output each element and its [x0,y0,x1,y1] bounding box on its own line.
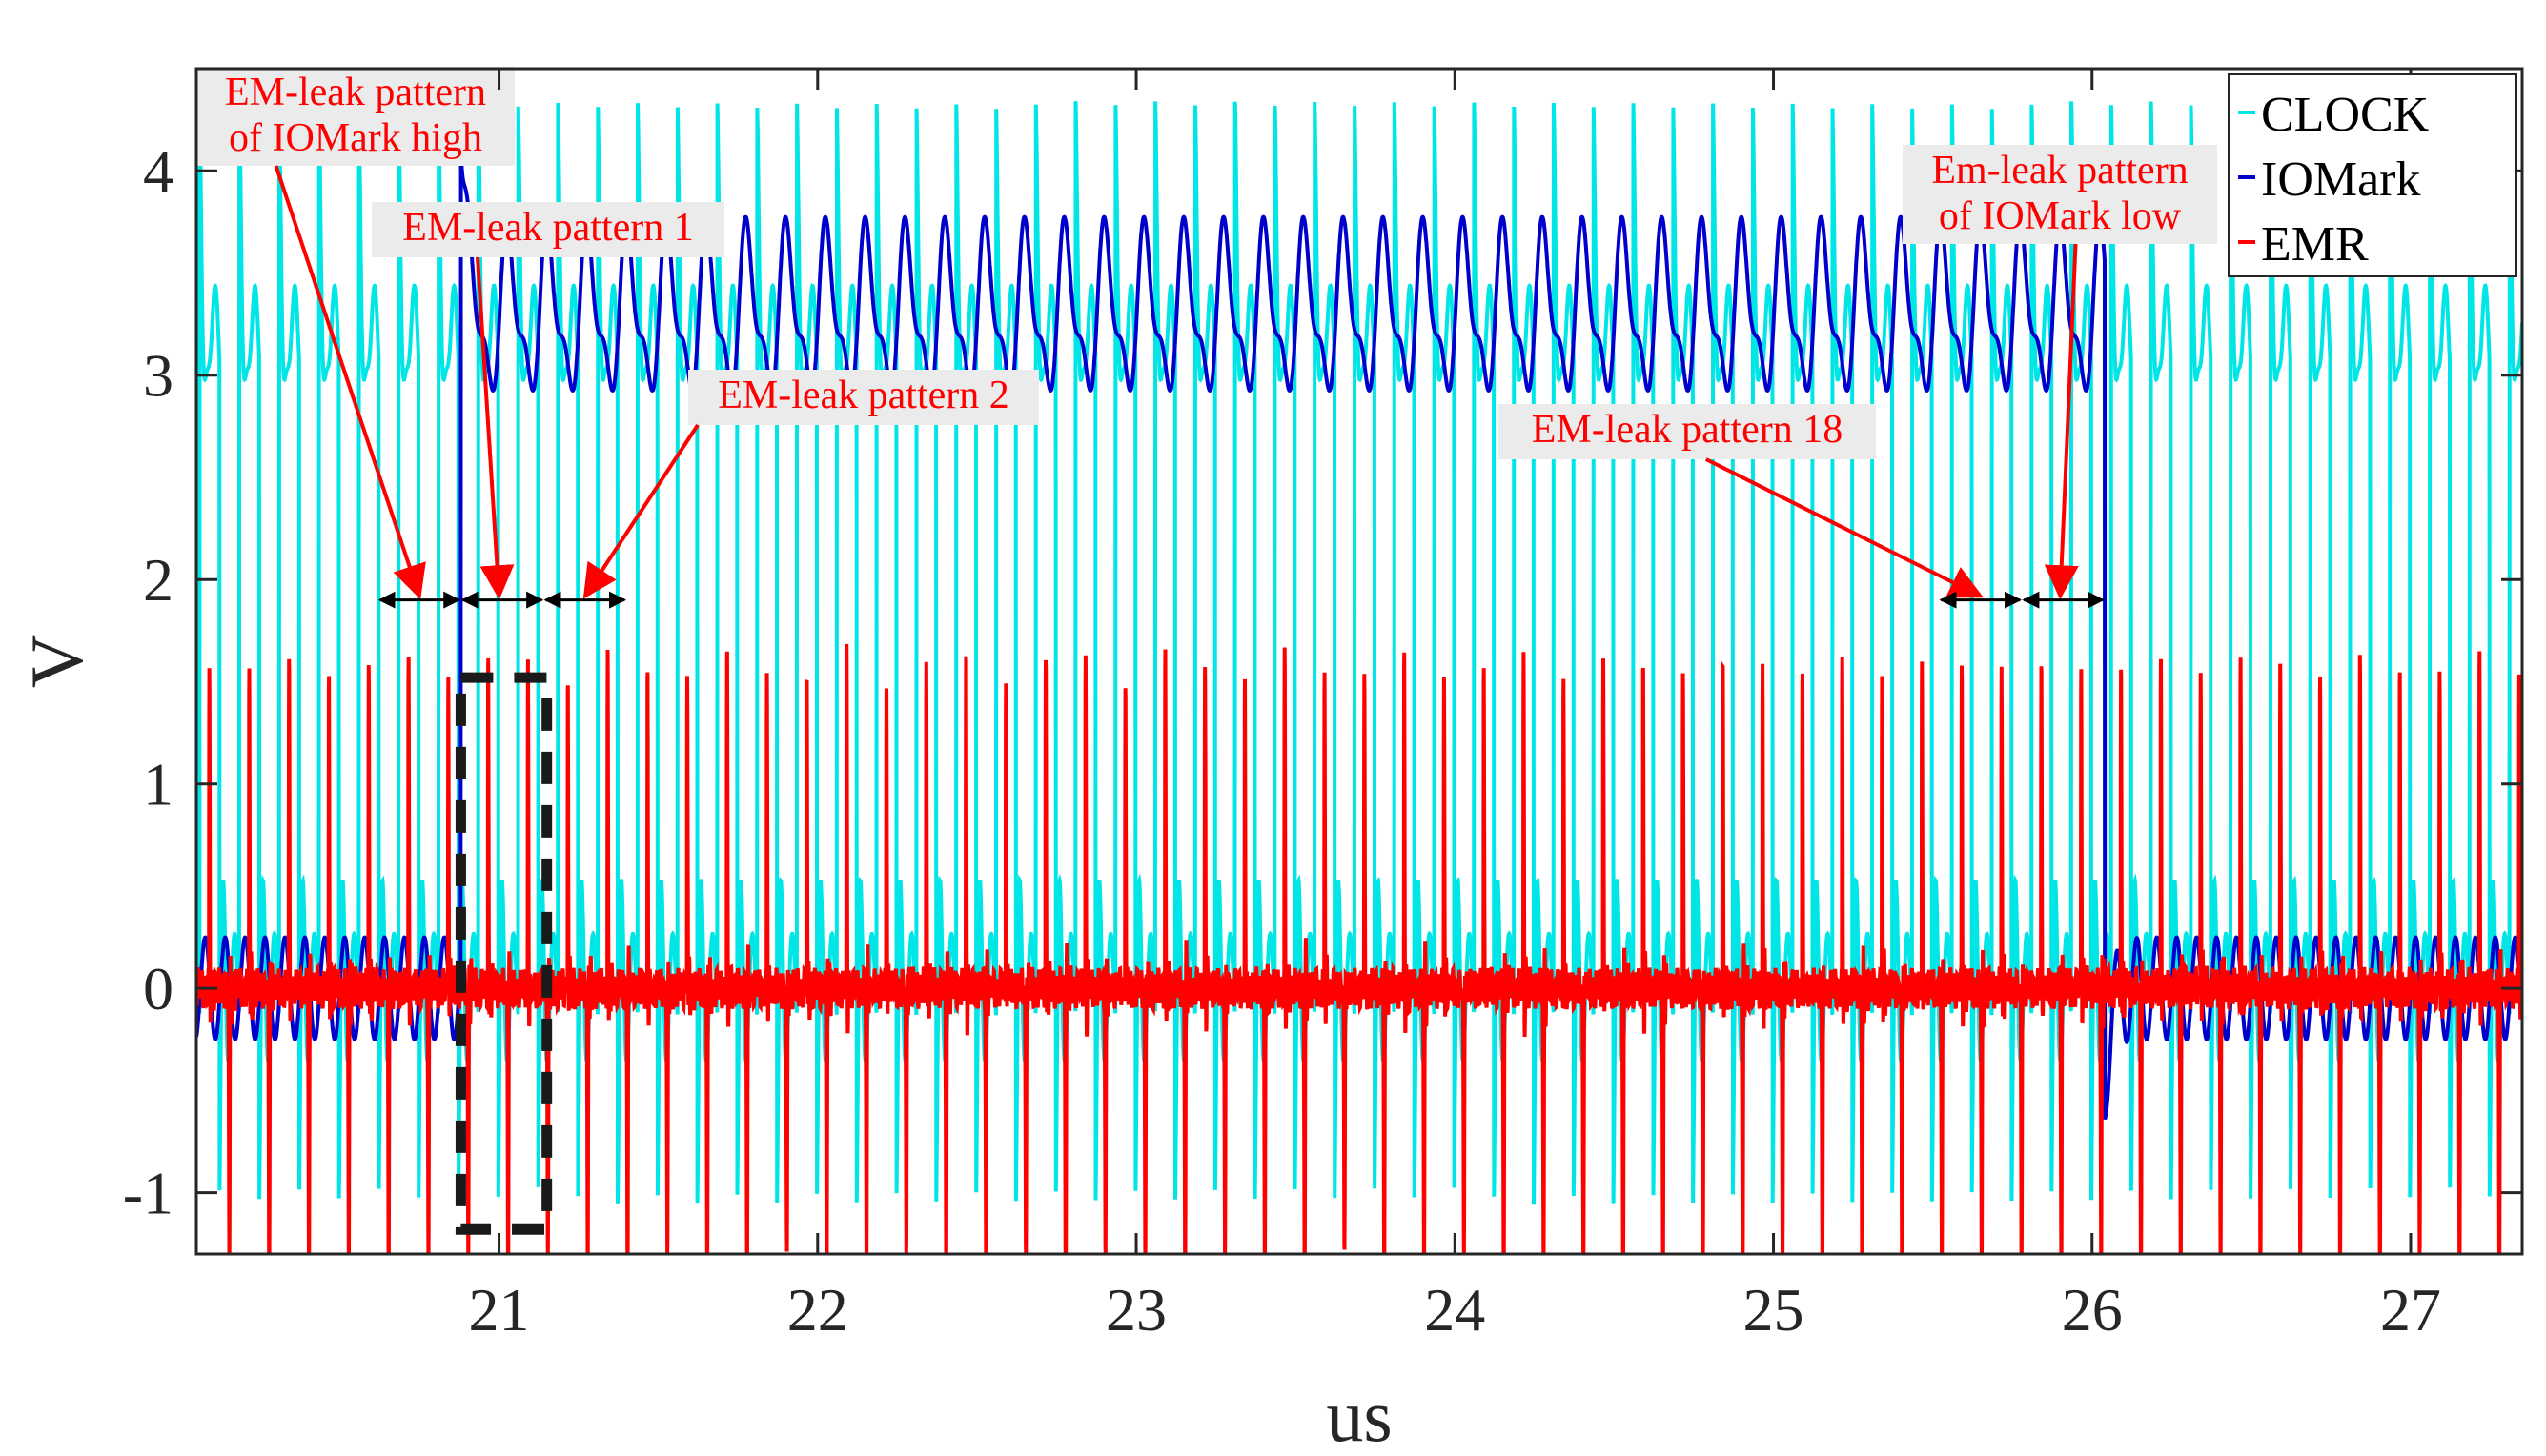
annotation-text: EM-leak pattern 1 [402,206,694,250]
y-tick-label: 2 [143,546,173,614]
legend-label-iomark: IOMark [2261,152,2421,207]
annotation-pattern-18: EM-leak pattern 18 [1498,404,2023,609]
legend: CLOCK IOMark EMR [2228,73,2517,277]
legend-item-emr: EMR [2238,217,2369,272]
legend-item-clock: CLOCK [2238,88,2430,142]
y-tick-label: -1 [123,1160,173,1227]
annotation-arrow [274,165,426,600]
legend-label-emr: EMR [2261,217,2369,272]
x-tick-label: 24 [1424,1276,1485,1344]
annotation-pattern-1: EM-leak pattern 1 [372,202,724,609]
annotation-text: EM-leak pattern 2 [718,374,1009,417]
y-tick-label: 0 [143,955,173,1022]
annotation-text: EM-leak pattern 18 [1532,408,1843,452]
legend-box [2228,73,2517,277]
x-tick-label: 26 [2062,1276,2123,1344]
x-axis-label: us [1326,1374,1392,1456]
annotation-text: of IOMark high [229,116,482,160]
x-tick-label: 21 [469,1276,530,1344]
plot-background [196,69,2522,1254]
legend-label-clock: CLOCK [2261,88,2430,142]
legend-item-iomark: IOMark [2238,152,2421,207]
annotation-box [1903,145,2217,244]
y-tick-label: 4 [143,137,173,205]
plot-frame [194,67,2524,1256]
x-tick-label: 27 [2380,1276,2441,1344]
x-tick-label: 23 [1106,1276,1167,1344]
annotation-arrow [2044,243,2079,600]
x-tick-label: 25 [1743,1276,1804,1344]
y-tick-label: 1 [143,751,173,819]
annotation-box [196,67,515,166]
x-tick-labels: 21 22 23 24 25 26 27 [469,1276,2441,1344]
y-tick-label: 3 [143,342,173,410]
x-tick-label: 22 [787,1276,848,1344]
y-axis-label: V [15,635,98,688]
annotation-text: of IOMark low [1939,194,2182,238]
annotation-box [1498,404,1876,459]
emr-series-line [196,643,2522,1254]
annotation-text: Em-leak pattern [1931,149,2188,192]
annotation-text: EM-leak pattern [225,71,486,114]
y-tick-labels: -1 0 1 2 3 4 [123,137,173,1226]
annotation-box [372,202,724,257]
annotation-box [688,370,1039,425]
axis-ticks [196,69,2522,1254]
annotation-arrow [1704,457,1985,598]
annotation-arrow [582,423,700,599]
annotation-arrow [476,256,515,600]
annotation-pattern-2: EM-leak pattern 2 [543,370,1039,609]
